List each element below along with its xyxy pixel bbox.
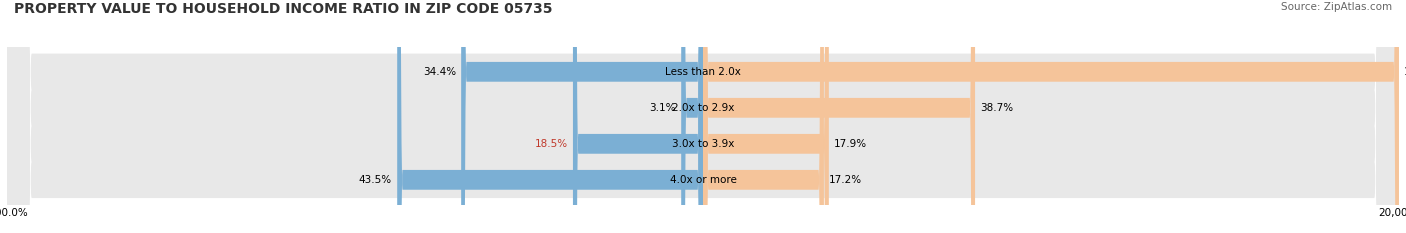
- Text: 17.9%: 17.9%: [834, 139, 868, 149]
- Text: Less than 2.0x: Less than 2.0x: [665, 67, 741, 77]
- Text: Source: ZipAtlas.com: Source: ZipAtlas.com: [1281, 2, 1392, 12]
- Text: 2.0x to 2.9x: 2.0x to 2.9x: [672, 103, 734, 113]
- Text: 18.5%: 18.5%: [534, 139, 568, 149]
- FancyBboxPatch shape: [703, 0, 830, 233]
- FancyBboxPatch shape: [7, 0, 1399, 233]
- Text: 3.1%: 3.1%: [650, 103, 676, 113]
- FancyBboxPatch shape: [703, 0, 1399, 233]
- Text: PROPERTY VALUE TO HOUSEHOLD INCOME RATIO IN ZIP CODE 05735: PROPERTY VALUE TO HOUSEHOLD INCOME RATIO…: [14, 2, 553, 16]
- Text: 43.5%: 43.5%: [359, 175, 392, 185]
- Text: 3.0x to 3.9x: 3.0x to 3.9x: [672, 139, 734, 149]
- Text: 15,835.2%: 15,835.2%: [1405, 67, 1406, 77]
- Text: 34.4%: 34.4%: [423, 67, 456, 77]
- FancyBboxPatch shape: [7, 0, 1399, 233]
- FancyBboxPatch shape: [398, 0, 703, 233]
- FancyBboxPatch shape: [7, 0, 1399, 233]
- FancyBboxPatch shape: [461, 0, 703, 233]
- FancyBboxPatch shape: [703, 0, 824, 233]
- Text: 38.7%: 38.7%: [980, 103, 1014, 113]
- FancyBboxPatch shape: [574, 0, 703, 233]
- Text: 17.2%: 17.2%: [830, 175, 862, 185]
- FancyBboxPatch shape: [7, 0, 1399, 233]
- Text: 4.0x or more: 4.0x or more: [669, 175, 737, 185]
- FancyBboxPatch shape: [703, 0, 976, 233]
- FancyBboxPatch shape: [682, 0, 703, 233]
